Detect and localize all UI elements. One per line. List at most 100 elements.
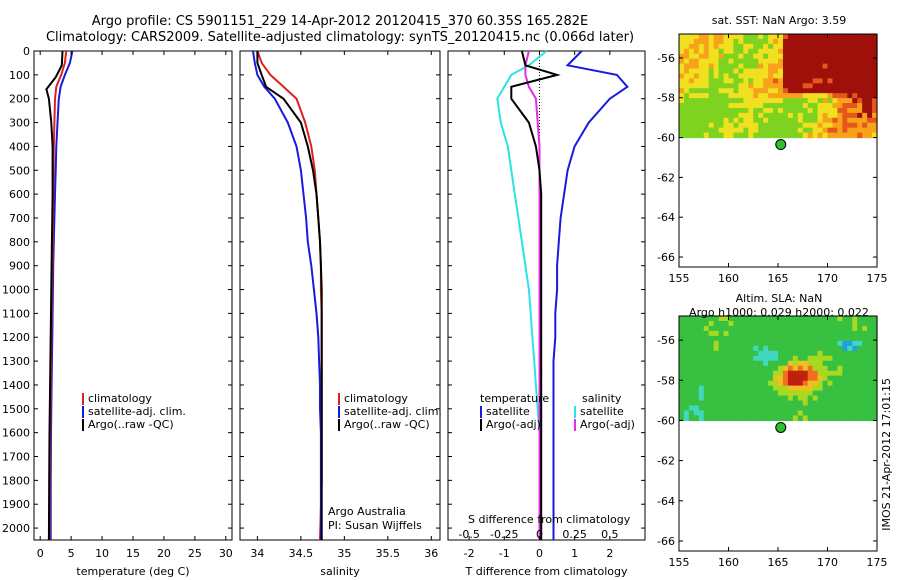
heatmap-cell	[847, 360, 853, 367]
heatmap-cell	[773, 127, 779, 134]
heatmap-cell	[822, 370, 829, 377]
heatmap-cell	[713, 122, 720, 129]
heatmap-cell	[768, 400, 774, 407]
heatmap-cell	[758, 132, 764, 139]
heatmap-cell	[832, 103, 838, 109]
heatmap-cell	[797, 53, 804, 60]
heatmap-cell	[708, 68, 715, 75]
heatmap-cell	[812, 103, 819, 109]
heatmap-cell	[708, 88, 715, 94]
panel2-legend: climatology satellite-adj. clim. Argo(..…	[338, 392, 442, 431]
heatmap-cell	[792, 350, 799, 357]
heatmap-cell	[807, 48, 814, 55]
heatmap-cell	[728, 107, 735, 114]
heatmap-cell	[847, 415, 853, 422]
heatmap-cell	[782, 48, 789, 55]
heatmap-cell	[837, 400, 843, 407]
heatmap-cell	[683, 330, 690, 337]
heatmap-cell	[822, 405, 829, 412]
heatmap-cell	[787, 360, 794, 367]
heatmap-cell	[872, 375, 878, 382]
heatmap-cell	[857, 127, 863, 134]
heatmap-cell	[723, 355, 730, 362]
heatmap-cell	[857, 335, 863, 342]
heatmap-cell	[852, 63, 858, 70]
heatmap-cell	[683, 88, 690, 94]
heatmap-cell	[862, 360, 868, 367]
heatmap-cell	[827, 48, 834, 55]
heatmap-cell	[703, 107, 710, 114]
heatmap-cell	[679, 122, 685, 129]
heatmap-cell	[797, 400, 804, 407]
heatmap-cell	[857, 73, 863, 79]
heatmap-cell	[679, 73, 685, 79]
heatmap-cell	[728, 335, 735, 342]
heatmap-cell	[787, 410, 794, 417]
heatmap-cell	[782, 132, 789, 139]
heatmap-cell	[832, 390, 838, 397]
heatmap-cell	[802, 380, 809, 387]
heatmap-cell	[787, 93, 794, 99]
heatmap-cell	[867, 107, 873, 114]
heatmap-cell	[743, 325, 749, 332]
heatmap-cell	[698, 88, 705, 94]
heatmap-cell	[837, 127, 843, 134]
heatmap-cell	[748, 360, 754, 367]
heatmap-cell	[862, 78, 868, 84]
heatmap-cell	[802, 410, 809, 417]
heatmap-cell	[837, 355, 843, 362]
heatmap-cell	[688, 58, 695, 65]
heatmap-cell	[847, 117, 853, 124]
heatmap-cell	[802, 360, 809, 367]
heatmap-cell	[693, 350, 700, 357]
heatmap-cell	[857, 380, 863, 387]
heatmap-cell	[817, 93, 824, 99]
heatmap-cell	[822, 117, 829, 124]
heatmap-cell	[797, 340, 804, 347]
heatmap-cell	[743, 127, 749, 134]
heatmap-cell	[832, 88, 838, 94]
heatmap-cell	[847, 335, 853, 342]
heatmap-cell	[763, 415, 769, 422]
heatmap-cell	[778, 316, 784, 322]
legend-climatology: climatology	[338, 392, 442, 405]
heatmap-cell	[852, 345, 858, 352]
heatmap-cell	[723, 400, 730, 407]
heatmap-cell	[733, 316, 739, 322]
heatmap-cell	[862, 122, 868, 129]
heatmap-cell	[703, 83, 710, 89]
heatmap-cell	[743, 370, 749, 377]
heatmap-cell	[862, 355, 868, 362]
heatmap-cell	[847, 103, 853, 109]
heatmap-cell	[817, 330, 824, 337]
heatmap-cell	[792, 83, 799, 89]
heatmap-cell	[827, 405, 834, 412]
heatmap-cell	[763, 380, 769, 387]
heatmap-cell	[768, 390, 774, 397]
heatmap-cell	[698, 107, 705, 114]
heatmap-cell	[782, 43, 789, 50]
heatmap-cell	[807, 83, 814, 89]
heatmap-cell	[822, 400, 829, 407]
heatmap-cell	[723, 345, 730, 352]
heatmap-cell	[738, 380, 744, 387]
heatmap-cell	[753, 415, 759, 422]
heatmap-cell	[862, 48, 868, 55]
heatmap-cell	[847, 395, 853, 402]
heatmap-cell	[832, 68, 838, 75]
heatmap-cell	[797, 88, 804, 94]
heatmap-cell	[832, 370, 838, 377]
heatmap-cell	[837, 117, 843, 124]
heatmap-cell	[693, 335, 700, 342]
heatmap-cell	[837, 390, 843, 397]
heatmap-cell	[867, 103, 873, 109]
heatmap-cell	[787, 88, 794, 94]
heatmap-cell	[872, 38, 878, 45]
heatmap-cell	[837, 122, 843, 129]
heatmap-cell	[797, 415, 804, 422]
heatmap-cell	[768, 48, 774, 55]
heatmap-cell	[802, 340, 809, 347]
map-y-tick-label: -66	[657, 251, 675, 264]
heatmap-cell	[718, 405, 725, 412]
heatmap-cell	[743, 98, 749, 104]
